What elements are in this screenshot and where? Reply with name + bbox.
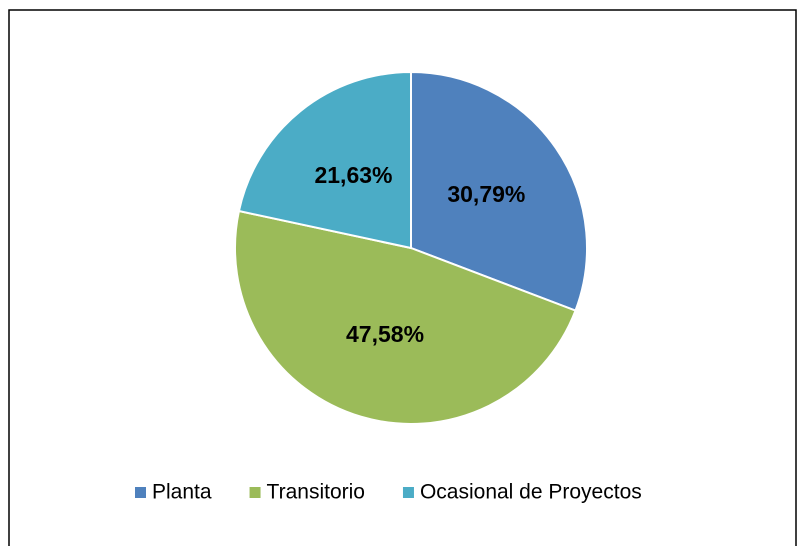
data-label: 47,58% [346,321,424,347]
data-label: 21,63% [314,162,392,188]
legend-swatch [135,487,146,498]
pie-slice [410,70,588,312]
legend-label: Planta [152,481,212,504]
data-label: 30,79% [447,181,525,207]
pie-slice [237,70,412,250]
legend-label: Ocasional de Proyectos [420,481,642,504]
legend-swatch [249,487,261,498]
legend-swatch [402,487,414,498]
legend-label: Transitorio [267,481,365,504]
pie-slice [234,209,577,425]
